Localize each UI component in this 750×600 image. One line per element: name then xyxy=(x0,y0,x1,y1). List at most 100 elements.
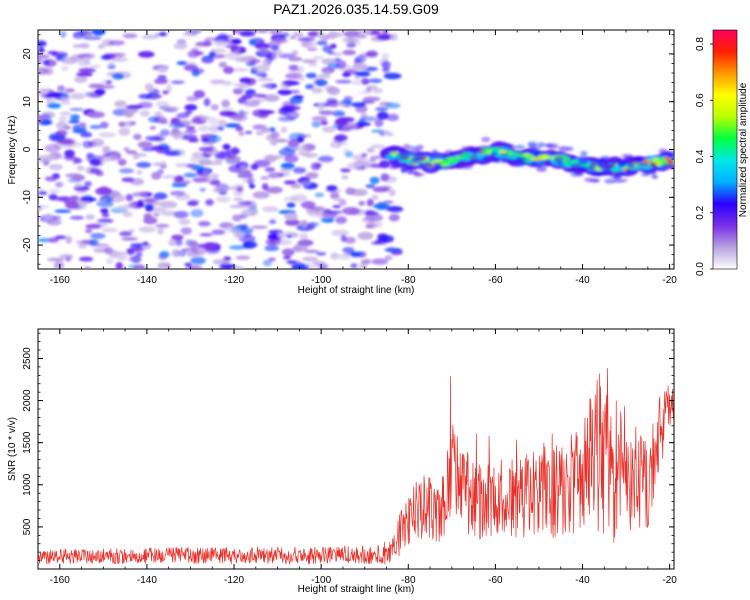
track-halo xyxy=(486,154,494,161)
noise-blob xyxy=(98,198,109,202)
noise-blob xyxy=(264,167,276,173)
noise-blob xyxy=(70,92,86,100)
noise-blob xyxy=(293,95,304,99)
noise-blob xyxy=(354,62,368,71)
noise-blob xyxy=(232,214,242,222)
noise-blob xyxy=(59,111,72,116)
noise-blob xyxy=(85,214,95,221)
noise-blob xyxy=(218,120,228,127)
noise-blob xyxy=(232,197,244,201)
noise-blob xyxy=(100,208,109,214)
noise-blob xyxy=(223,66,234,74)
noise-blob xyxy=(270,45,280,51)
noise-blob xyxy=(337,253,352,260)
noise-blob xyxy=(47,103,62,109)
noise-blob xyxy=(225,186,239,191)
noise-blob xyxy=(384,247,403,253)
noise-blob xyxy=(182,134,198,141)
y-tick-label: 1500 xyxy=(22,431,33,454)
noise-blob xyxy=(362,96,381,102)
noise-blob xyxy=(170,80,185,85)
colorbar-label: Normalized spectral amplitude xyxy=(738,82,749,217)
noise-blob xyxy=(292,167,307,174)
noise-blob xyxy=(304,249,319,254)
noise-blob xyxy=(184,104,198,111)
track-halo xyxy=(432,165,442,169)
noise-blob xyxy=(341,175,349,180)
noise-blob xyxy=(290,183,302,189)
snr-y-label: SNR (10 * v/v) xyxy=(7,417,18,481)
noise-blob xyxy=(211,80,219,85)
noise-blob xyxy=(178,218,191,226)
noise-blob xyxy=(108,40,125,46)
x-tick-label: -20 xyxy=(662,575,677,586)
noise-blob xyxy=(85,228,93,234)
noise-blob xyxy=(346,162,362,170)
noise-blob xyxy=(250,93,264,98)
noise-blob xyxy=(288,64,299,70)
noise-blob xyxy=(190,209,204,218)
noise-blob xyxy=(126,150,138,155)
noise-blob xyxy=(160,210,178,216)
noise-blob xyxy=(344,236,356,244)
noise-blob xyxy=(355,35,367,39)
noise-blob xyxy=(55,181,64,188)
noise-blob xyxy=(369,163,387,168)
noise-blob xyxy=(211,229,226,235)
noise-blob xyxy=(297,37,316,42)
noise-blob xyxy=(193,51,204,56)
noise-blobs xyxy=(38,30,404,269)
noise-blob xyxy=(198,146,214,152)
noise-blob xyxy=(38,238,52,242)
noise-blob xyxy=(112,56,128,63)
noise-blob xyxy=(186,96,199,102)
noise-blob xyxy=(159,129,171,137)
noise-blob xyxy=(379,234,394,242)
noise-blob xyxy=(85,223,102,229)
noise-blob xyxy=(222,143,231,150)
noise-blob xyxy=(123,203,137,208)
noise-blob xyxy=(244,130,253,135)
track-blob xyxy=(667,159,674,164)
noise-blob xyxy=(230,45,239,51)
x-tick-label: -60 xyxy=(488,575,503,586)
noise-blob xyxy=(383,200,394,204)
noise-blob xyxy=(57,139,73,145)
x-tick-label: -60 xyxy=(488,275,503,286)
track-halo xyxy=(603,164,614,170)
noise-blob xyxy=(217,33,229,42)
noise-blob xyxy=(262,259,272,267)
noise-blob xyxy=(235,255,251,260)
noise-blob xyxy=(308,62,318,67)
noise-blob xyxy=(342,247,355,254)
noise-blob xyxy=(290,89,300,94)
noise-blob xyxy=(316,40,328,46)
track-halo xyxy=(514,144,526,150)
noise-blob xyxy=(361,153,368,157)
noise-blob xyxy=(343,69,359,75)
snr-frame xyxy=(37,328,675,570)
noise-blob xyxy=(310,162,321,171)
noise-blob xyxy=(164,151,180,156)
noise-blob xyxy=(340,168,351,173)
noise-blob xyxy=(78,67,96,73)
noise-blob xyxy=(375,106,389,112)
track-halo xyxy=(662,162,674,169)
noise-blob xyxy=(376,205,386,210)
noise-blob xyxy=(48,237,59,243)
noise-blob xyxy=(180,227,192,235)
noise-blob xyxy=(89,125,102,129)
colorbar-tick-label: 0.2 xyxy=(695,205,706,219)
noise-blob xyxy=(388,188,396,197)
heatmap-x-ticks: -160 -140 -120 -100 -80 -60 -40 -20 xyxy=(37,30,677,286)
heatmap-x-label: Height of straight line (km) xyxy=(298,285,415,296)
track-halo xyxy=(612,179,625,183)
noise-blob xyxy=(102,146,111,154)
x-tick-label: -160 xyxy=(50,575,70,586)
noise-blob xyxy=(65,201,80,210)
noise-blob xyxy=(202,169,210,176)
noise-blob xyxy=(224,123,241,128)
noise-blob xyxy=(385,102,401,109)
noise-blob xyxy=(231,113,248,122)
noise-blob xyxy=(75,190,87,194)
